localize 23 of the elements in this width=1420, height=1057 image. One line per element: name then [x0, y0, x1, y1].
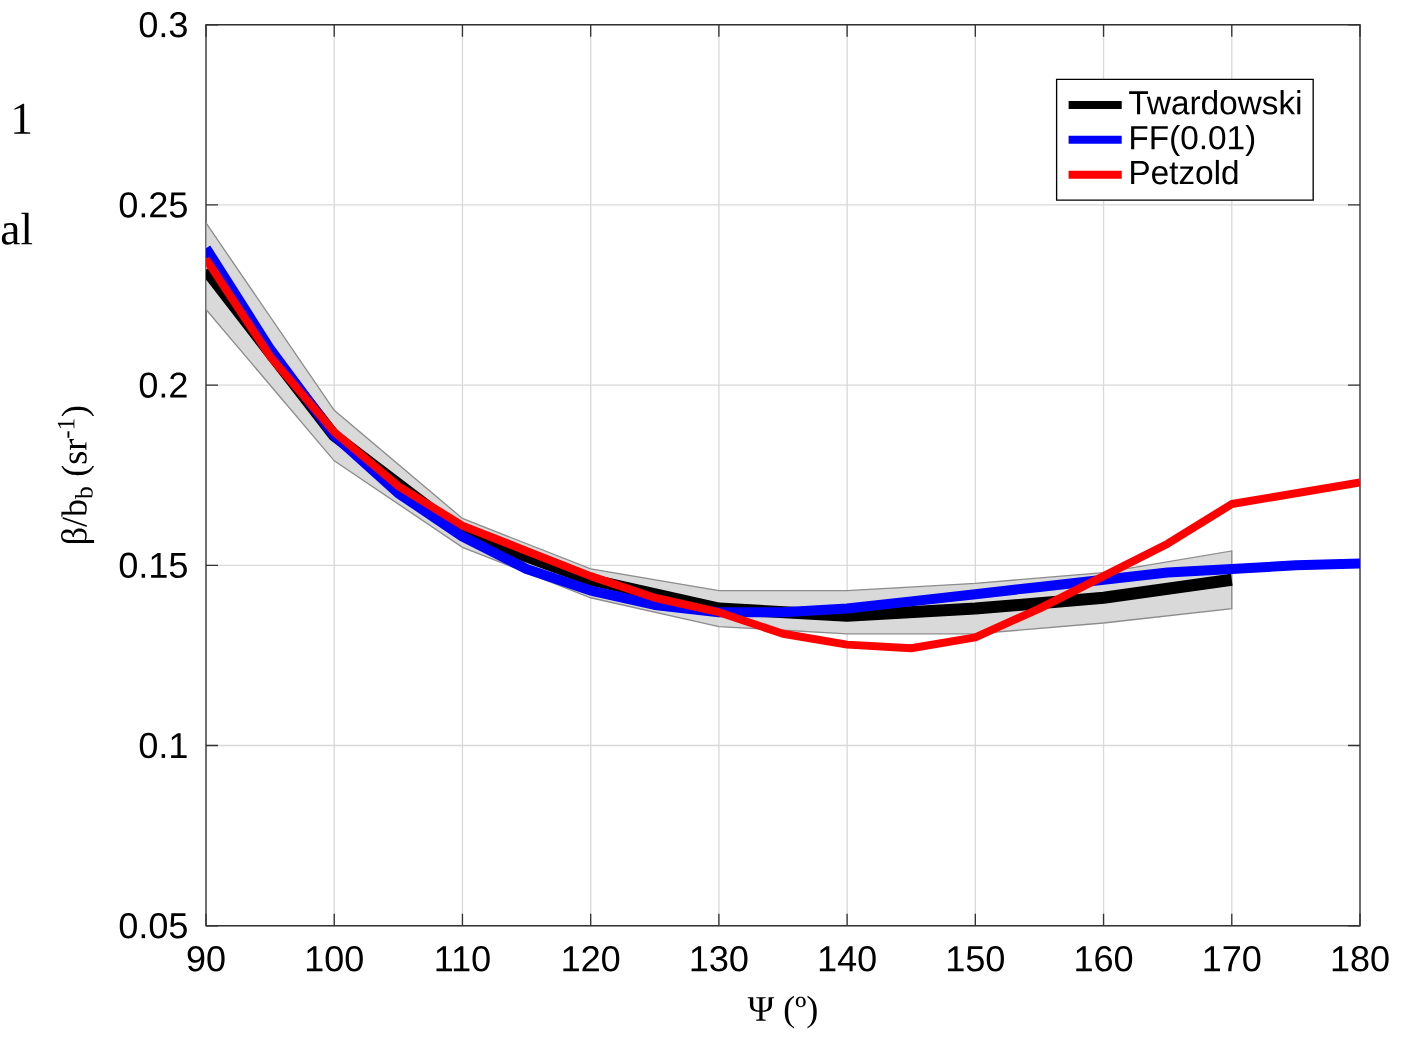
x-tick-label: 150 [948, 946, 1004, 972]
x-tick-label: 120 [563, 946, 620, 972]
x-axis-title: Ψ (º) [747, 995, 817, 1029]
x-tick-label: 160 [1076, 946, 1133, 972]
x-tick-label: 180 [1332, 946, 1389, 972]
legend-label: Petzold [1131, 160, 1238, 185]
x-tick-label: 140 [819, 946, 876, 972]
legend-label: FF(0.01) [1131, 125, 1255, 157]
y-tick-label: 0.05 [119, 913, 187, 939]
y-tick-label: 0.2 [139, 372, 187, 398]
legend-label: Twardowski [1129, 90, 1301, 115]
x-tick-label: 170 [1204, 946, 1261, 972]
y-axis-title: β/b$_{b}$ (sr$^{-1}$) [57, 406, 95, 544]
x-tick-label: 130 [691, 946, 748, 972]
y-tick-label: 0.15 [119, 552, 187, 579]
y-tick-label: 0.3 [139, 12, 187, 38]
x-tick-label: 90 [187, 946, 225, 972]
y-tick-label: 0.1 [139, 732, 187, 759]
y-tick-label: 0.25 [119, 192, 187, 218]
text: 1 [14, 103, 31, 134]
x-tick-label: 110 [436, 946, 490, 972]
x-tick-label: 100 [306, 946, 363, 972]
text: al [1, 212, 33, 245]
